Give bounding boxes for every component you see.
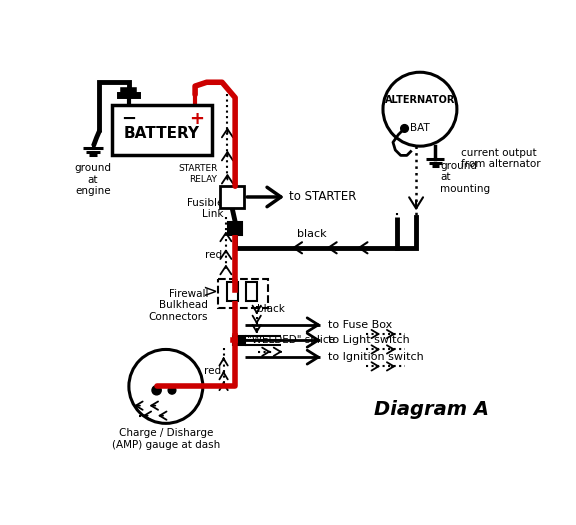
- Circle shape: [383, 72, 457, 146]
- Text: ground
at
engine: ground at engine: [74, 163, 111, 196]
- Bar: [233, 335, 245, 345]
- Text: Charge / Disharge
(AMP) gauge at dash: Charge / Disharge (AMP) gauge at dash: [112, 428, 220, 449]
- Bar: [246, 282, 257, 301]
- Text: ground
at
mounting: ground at mounting: [440, 161, 490, 194]
- Circle shape: [168, 386, 176, 394]
- Text: STARTER
RELAY: STARTER RELAY: [178, 164, 217, 184]
- Bar: [112, 106, 212, 155]
- Circle shape: [152, 386, 161, 395]
- Text: Diagram A: Diagram A: [374, 400, 489, 419]
- Text: to Light switch: to Light switch: [328, 335, 410, 345]
- Text: "WELDED" splice: "WELDED" splice: [247, 335, 335, 345]
- Text: to STARTER: to STARTER: [289, 191, 357, 204]
- Circle shape: [401, 124, 408, 132]
- Text: BATTERY: BATTERY: [124, 126, 200, 141]
- Text: red: red: [205, 250, 222, 260]
- Text: BAT: BAT: [410, 123, 430, 133]
- Text: current output
from alternator: current output from alternator: [461, 148, 540, 169]
- Text: black: black: [257, 304, 285, 314]
- Text: to Ignition switch: to Ignition switch: [328, 352, 423, 362]
- Text: Fusible
Link: Fusible Link: [187, 198, 223, 219]
- Bar: [218, 279, 268, 308]
- Text: Firewall
Bulkhead
Connectors: Firewall Bulkhead Connectors: [149, 289, 208, 322]
- Text: to Fuse Box: to Fuse Box: [328, 320, 392, 330]
- Text: −: −: [122, 110, 137, 128]
- Bar: [228, 222, 242, 236]
- Bar: [219, 186, 244, 208]
- Bar: [228, 282, 238, 301]
- Text: >: >: [202, 282, 217, 301]
- Text: ALTERNATOR: ALTERNATOR: [385, 95, 455, 105]
- Circle shape: [129, 350, 203, 423]
- Text: black: black: [297, 228, 327, 238]
- Text: +: +: [189, 110, 204, 128]
- Text: red: red: [204, 366, 221, 376]
